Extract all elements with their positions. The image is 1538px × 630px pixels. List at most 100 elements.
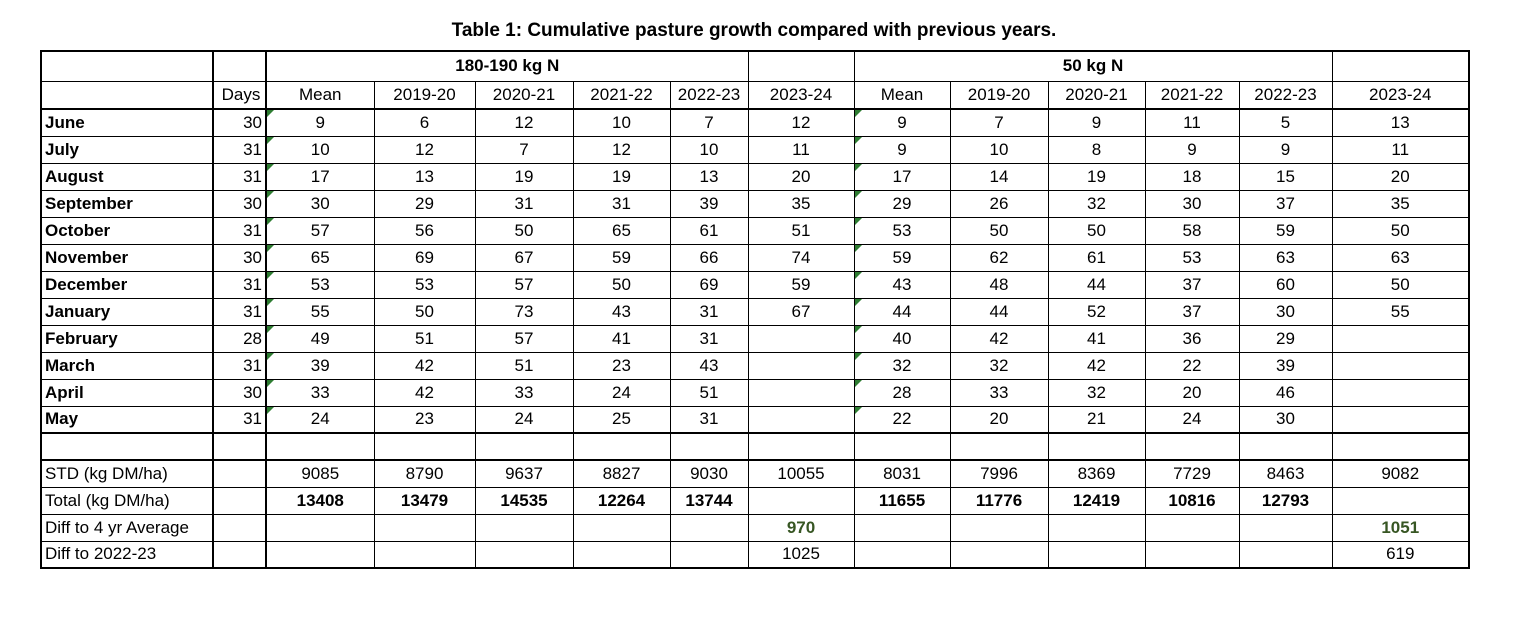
spacer-label	[40, 432, 214, 461]
g2-stat-2022-23	[1238, 540, 1333, 569]
g1-cell-2022-23: 69	[669, 270, 749, 299]
g2-cell-2020-21: 32	[1047, 378, 1146, 407]
g1-cell-mean: 55	[265, 297, 375, 326]
g1-cell-2021-22: 65	[572, 216, 671, 245]
g1-cell-2019-20: 53	[373, 270, 476, 299]
g1-stat-2021-22	[572, 540, 671, 569]
days-value: 30	[212, 378, 267, 407]
g2-cell-2022-23: 5	[1238, 108, 1333, 137]
g2-header-2023-24: 2023-24	[1331, 80, 1470, 110]
g1-stat-2019-20	[373, 540, 476, 569]
g1-cell-2020-21: 57	[474, 324, 574, 353]
g1-cell-2023-24: 35	[747, 189, 855, 218]
g2-header-mean: Mean	[853, 80, 951, 110]
g2-stat-mean	[853, 513, 951, 542]
g1-cell-mean: 53	[265, 270, 375, 299]
g2-stat-2019-20	[949, 513, 1049, 542]
month-row-march: March 31 39 42 51 23 43 32 32 42 22 39	[40, 351, 1470, 380]
stat-days	[212, 486, 267, 515]
g2-cell-2019-20: 62	[949, 243, 1049, 272]
excel-error-triangle-icon	[855, 353, 862, 360]
g1-stat-2019-20: 13479	[373, 486, 476, 515]
g1-cell-mean: 49	[265, 324, 375, 353]
g2-cell-2020-21: 21	[1047, 405, 1146, 434]
g2-cell-2020-21: 19	[1047, 162, 1146, 191]
g2-stat-2021-22	[1144, 513, 1240, 542]
excel-error-triangle-icon	[855, 407, 862, 414]
month-label: March	[40, 351, 214, 380]
g2-cell-2020-21: 32	[1047, 189, 1146, 218]
g2-cell-mean: 22	[853, 405, 951, 434]
g1-cell-2023-24	[747, 351, 855, 380]
g2-cell-mean: 9	[853, 108, 951, 137]
g1-cell-2020-21: 19	[474, 162, 574, 191]
g2-stat-mean: 11655	[853, 486, 951, 515]
month-label: October	[40, 216, 214, 245]
g2-cell-2020-21: 8	[1047, 135, 1146, 164]
g1-cell-2023-24: 51	[747, 216, 855, 245]
g2-cell-mean: 44	[853, 297, 951, 326]
g1-cell-2020-21: 50	[474, 216, 574, 245]
g1-cell-2019-20: 42	[373, 351, 476, 380]
g2-stat-2021-22: 10816	[1144, 486, 1240, 515]
month-row-june: June 30 9 6 12 10 7 12 9 7 9 11 5 13	[40, 108, 1470, 137]
group-header-row: 180-190 kg N 50 kg N	[40, 50, 1470, 82]
g2-stat-mean: 8031	[853, 459, 951, 488]
g1-cell-2021-22: 10	[572, 108, 671, 137]
g2-cell-2021-22: 20	[1144, 378, 1240, 407]
g2-cell-2021-22: 58	[1144, 216, 1240, 245]
g2-cell-2021-22: 37	[1144, 270, 1240, 299]
excel-error-triangle-icon	[855, 191, 862, 198]
excel-error-triangle-icon	[267, 407, 274, 414]
g2-cell-2023-24: 50	[1331, 216, 1470, 245]
g2-cell-2019-20: 26	[949, 189, 1049, 218]
days-corner-cell	[212, 50, 267, 82]
g2-cell-2019-20: 20	[949, 405, 1049, 434]
corner-cell	[40, 50, 214, 82]
spacer-cell	[572, 432, 671, 461]
stat-label: STD (kg DM/ha)	[40, 459, 214, 488]
g2-stat-2022-23: 8463	[1238, 459, 1333, 488]
g1-cell-mean: 10	[265, 135, 375, 164]
excel-error-triangle-icon	[267, 380, 274, 387]
g1-cell-2022-23: 7	[669, 108, 749, 137]
g2-cell-mean: 53	[853, 216, 951, 245]
g2-cell-2020-21: 42	[1047, 351, 1146, 380]
g1-header-2021-22: 2021-22	[572, 80, 671, 110]
g2-stat-mean	[853, 540, 951, 569]
g1-stat-mean: 13408	[265, 486, 375, 515]
g1-cell-2020-21: 12	[474, 108, 574, 137]
month-label: April	[40, 378, 214, 407]
group1-2023-24-header-spacer	[747, 50, 855, 82]
excel-error-triangle-icon	[267, 353, 274, 360]
g2-stat-2023-24	[1331, 486, 1470, 515]
g1-cell-2022-23: 31	[669, 405, 749, 434]
g2-cell-2023-24: 35	[1331, 189, 1470, 218]
g2-cell-2021-22: 30	[1144, 189, 1240, 218]
g2-cell-2022-23: 29	[1238, 324, 1333, 353]
g1-stat-2023-24	[747, 486, 855, 515]
g2-cell-2023-24: 13	[1331, 108, 1470, 137]
excel-error-triangle-icon	[855, 272, 862, 279]
g2-cell-mean: 29	[853, 189, 951, 218]
g2-cell-2023-24: 50	[1331, 270, 1470, 299]
g1-cell-2020-21: 31	[474, 189, 574, 218]
g1-cell-2019-20: 51	[373, 324, 476, 353]
days-value: 31	[212, 351, 267, 380]
g1-stat-2021-22: 12264	[572, 486, 671, 515]
g1-cell-2023-24: 12	[747, 108, 855, 137]
month-row-august: August 31 17 13 19 19 13 20 17 14 19 18 15 20	[40, 162, 1470, 191]
g2-cell-2023-24: 20	[1331, 162, 1470, 191]
g2-cell-2019-20: 7	[949, 108, 1049, 137]
g1-cell-2020-21: 33	[474, 378, 574, 407]
month-row-january: January 31 55 50 73 43 31 67 44 44 52 37 30 55	[40, 297, 1470, 326]
table-title: Table 1: Cumulative pasture growth compa…	[451, 20, 1057, 41]
g1-cell-2022-23: 31	[669, 324, 749, 353]
g1-header-2022-23: 2022-23	[669, 80, 749, 110]
stat-row: STD (kg DM/ha) 9085 8790 9637 8827 9030 10055 8…	[40, 459, 1470, 488]
g2-cell-2019-20: 10	[949, 135, 1049, 164]
month-label: June	[40, 108, 214, 137]
spacer-cell	[747, 432, 855, 461]
g1-cell-2023-24	[747, 405, 855, 434]
